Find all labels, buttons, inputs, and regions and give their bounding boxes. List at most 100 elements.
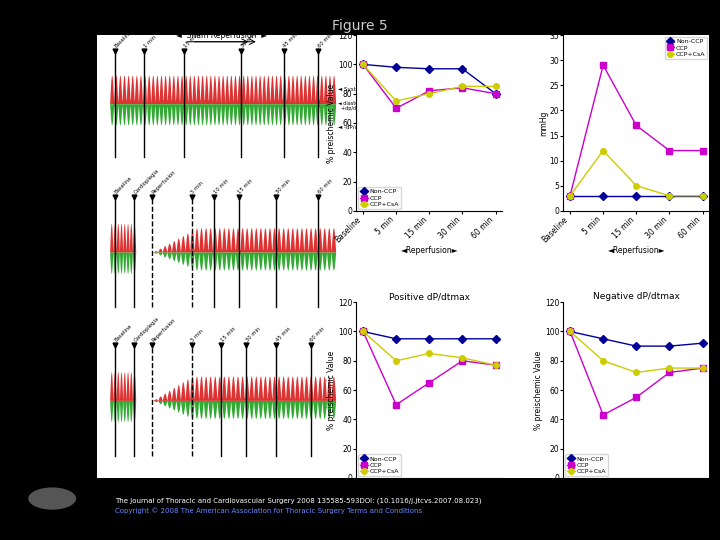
Non-CCP [698, 340, 707, 347]
Text: Cardioplegia: Cardioplegia [133, 316, 161, 343]
Text: 45 min: 45 min [275, 326, 292, 343]
Text: The Journal of Thoracic and Cardiovascular Surgery 2008 135585-593DOI: (10.1016/: The Journal of Thoracic and Cardiovascul… [115, 498, 482, 504]
CCP [458, 85, 467, 91]
Text: 1 min: 1 min [143, 34, 158, 49]
Text: Reperfusion: Reperfusion [150, 168, 176, 194]
Text: 45 min: 45 min [282, 32, 299, 49]
Text: ◄ -dP/dt: ◄ -dP/dt [338, 125, 361, 130]
CCP+CsA [566, 193, 575, 199]
Non-CCP [425, 65, 433, 72]
X-axis label: ◄Reperfusion►: ◄Reperfusion► [400, 246, 458, 255]
Text: Reperfusion: Reperfusion [150, 317, 176, 343]
Text: CCP+CsA: CCP+CsA [84, 384, 90, 417]
Text: Baseline: Baseline [113, 175, 132, 194]
CCP [665, 369, 674, 376]
Line: CCP+CsA: CCP+CsA [567, 329, 706, 375]
Non-CCP [392, 335, 400, 342]
Text: ◄ diastolic
  +dp/dt: ◄ diastolic +dp/dt [338, 101, 364, 111]
Text: 60 min: 60 min [317, 178, 333, 194]
CCP+CsA [632, 183, 641, 189]
X-axis label: ◄Reperfusion►: ◄Reperfusion► [400, 513, 458, 522]
Ellipse shape [28, 488, 76, 510]
Text: Baseline: Baseline [113, 29, 132, 49]
Non-CCP [632, 343, 641, 349]
CCP+CsA [566, 328, 575, 335]
CCP [698, 147, 707, 154]
Line: CCP: CCP [567, 63, 706, 199]
Text: 15 min: 15 min [220, 326, 237, 343]
Text: Copyright © 2008 The American Association for Thoracic Surgery Terms and Conditi: Copyright © 2008 The American Associatio… [115, 507, 423, 514]
Text: ◄  Sham Reperfusion  ►: ◄ Sham Reperfusion ► [176, 31, 267, 39]
Text: B: B [351, 483, 360, 496]
Text: 10 min: 10 min [212, 178, 230, 194]
CCP [599, 62, 608, 69]
CCP+CsA [359, 61, 367, 68]
Non-CCP [698, 193, 707, 199]
Text: Non-CCP: Non-CCP [84, 89, 90, 119]
CCP [698, 365, 707, 372]
CCP+CsA [359, 328, 367, 335]
CCP+CsA [599, 357, 608, 364]
CCP+CsA [698, 193, 707, 199]
CCP+CsA [392, 98, 400, 104]
Text: ◄ Systolic: ◄ Systolic [338, 87, 365, 92]
CCP [599, 411, 608, 418]
Text: 60 min: 60 min [317, 32, 333, 49]
Legend: Non-CCP, CCP, CCP+CsA: Non-CCP, CCP, CCP+CsA [359, 187, 401, 209]
Non-CCP [632, 193, 641, 199]
Non-CCP [491, 90, 500, 97]
Line: CCP: CCP [360, 62, 498, 111]
Text: 5 min: 5 min [190, 329, 204, 343]
Line: CCP+CsA: CCP+CsA [360, 329, 498, 368]
Non-CCP [359, 61, 367, 68]
Title: Positive dP/dtmax: Positive dP/dtmax [389, 292, 469, 301]
Text: 60 min: 60 min [310, 326, 326, 343]
CCP [458, 357, 467, 364]
CCP+CsA [491, 362, 500, 368]
CCP+CsA [665, 193, 674, 199]
Text: Figure 5: Figure 5 [332, 19, 388, 33]
Line: CCP: CCP [567, 329, 706, 418]
Line: CCP+CsA: CCP+CsA [567, 148, 706, 199]
X-axis label: ◄Reperfusion►: ◄Reperfusion► [608, 246, 665, 255]
CCP+CsA [458, 355, 467, 361]
CCP+CsA [425, 350, 433, 357]
Text: Cardioplegia: Cardioplegia [133, 167, 161, 194]
Text: CCP: CCP [84, 245, 90, 259]
Text: 15 min: 15 min [183, 32, 199, 49]
Text: 30 min: 30 min [245, 326, 261, 343]
Text: 30 min: 30 min [240, 32, 256, 49]
Line: Non-CCP: Non-CCP [360, 329, 498, 342]
Text: 15 min: 15 min [238, 178, 254, 194]
Legend: Non-CCP, CCP, CCP+CsA: Non-CCP, CCP, CCP+CsA [565, 454, 608, 476]
Non-CCP [491, 335, 500, 342]
CCP [491, 90, 500, 97]
CCP [566, 328, 575, 335]
Y-axis label: % preischemic Value: % preischemic Value [534, 350, 544, 430]
Line: CCP+CsA: CCP+CsA [360, 62, 498, 104]
Text: A: A [102, 491, 112, 504]
Non-CCP [665, 343, 674, 349]
Title: Negative dP/dtmax: Negative dP/dtmax [593, 292, 680, 301]
Non-CCP [566, 328, 575, 335]
CCP+CsA [392, 357, 400, 364]
Legend: Non-CCP, CCP, CCP+CsA: Non-CCP, CCP, CCP+CsA [359, 454, 401, 476]
Line: CCP: CCP [360, 329, 498, 408]
Non-CCP [599, 193, 608, 199]
CCP+CsA [599, 147, 608, 154]
Line: Non-CCP: Non-CCP [360, 62, 498, 97]
Line: Non-CCP: Non-CCP [567, 329, 706, 349]
CCP [632, 394, 641, 401]
CCP+CsA [632, 369, 641, 376]
CCP [359, 328, 367, 335]
Text: 5 min: 5 min [190, 180, 204, 194]
X-axis label: ◄Reperfusion►: ◄Reperfusion► [608, 513, 665, 522]
Y-axis label: mmHg: mmHg [539, 110, 548, 136]
CCP+CsA [698, 365, 707, 372]
Non-CCP [566, 193, 575, 199]
CCP [491, 362, 500, 368]
Legend: Non-CCP, CCP, CCP+CsA: Non-CCP, CCP, CCP+CsA [665, 37, 707, 59]
CCP [566, 193, 575, 199]
CCP+CsA [458, 83, 467, 90]
Title: Systolic Pressure: Systolic Pressure [391, 25, 467, 35]
